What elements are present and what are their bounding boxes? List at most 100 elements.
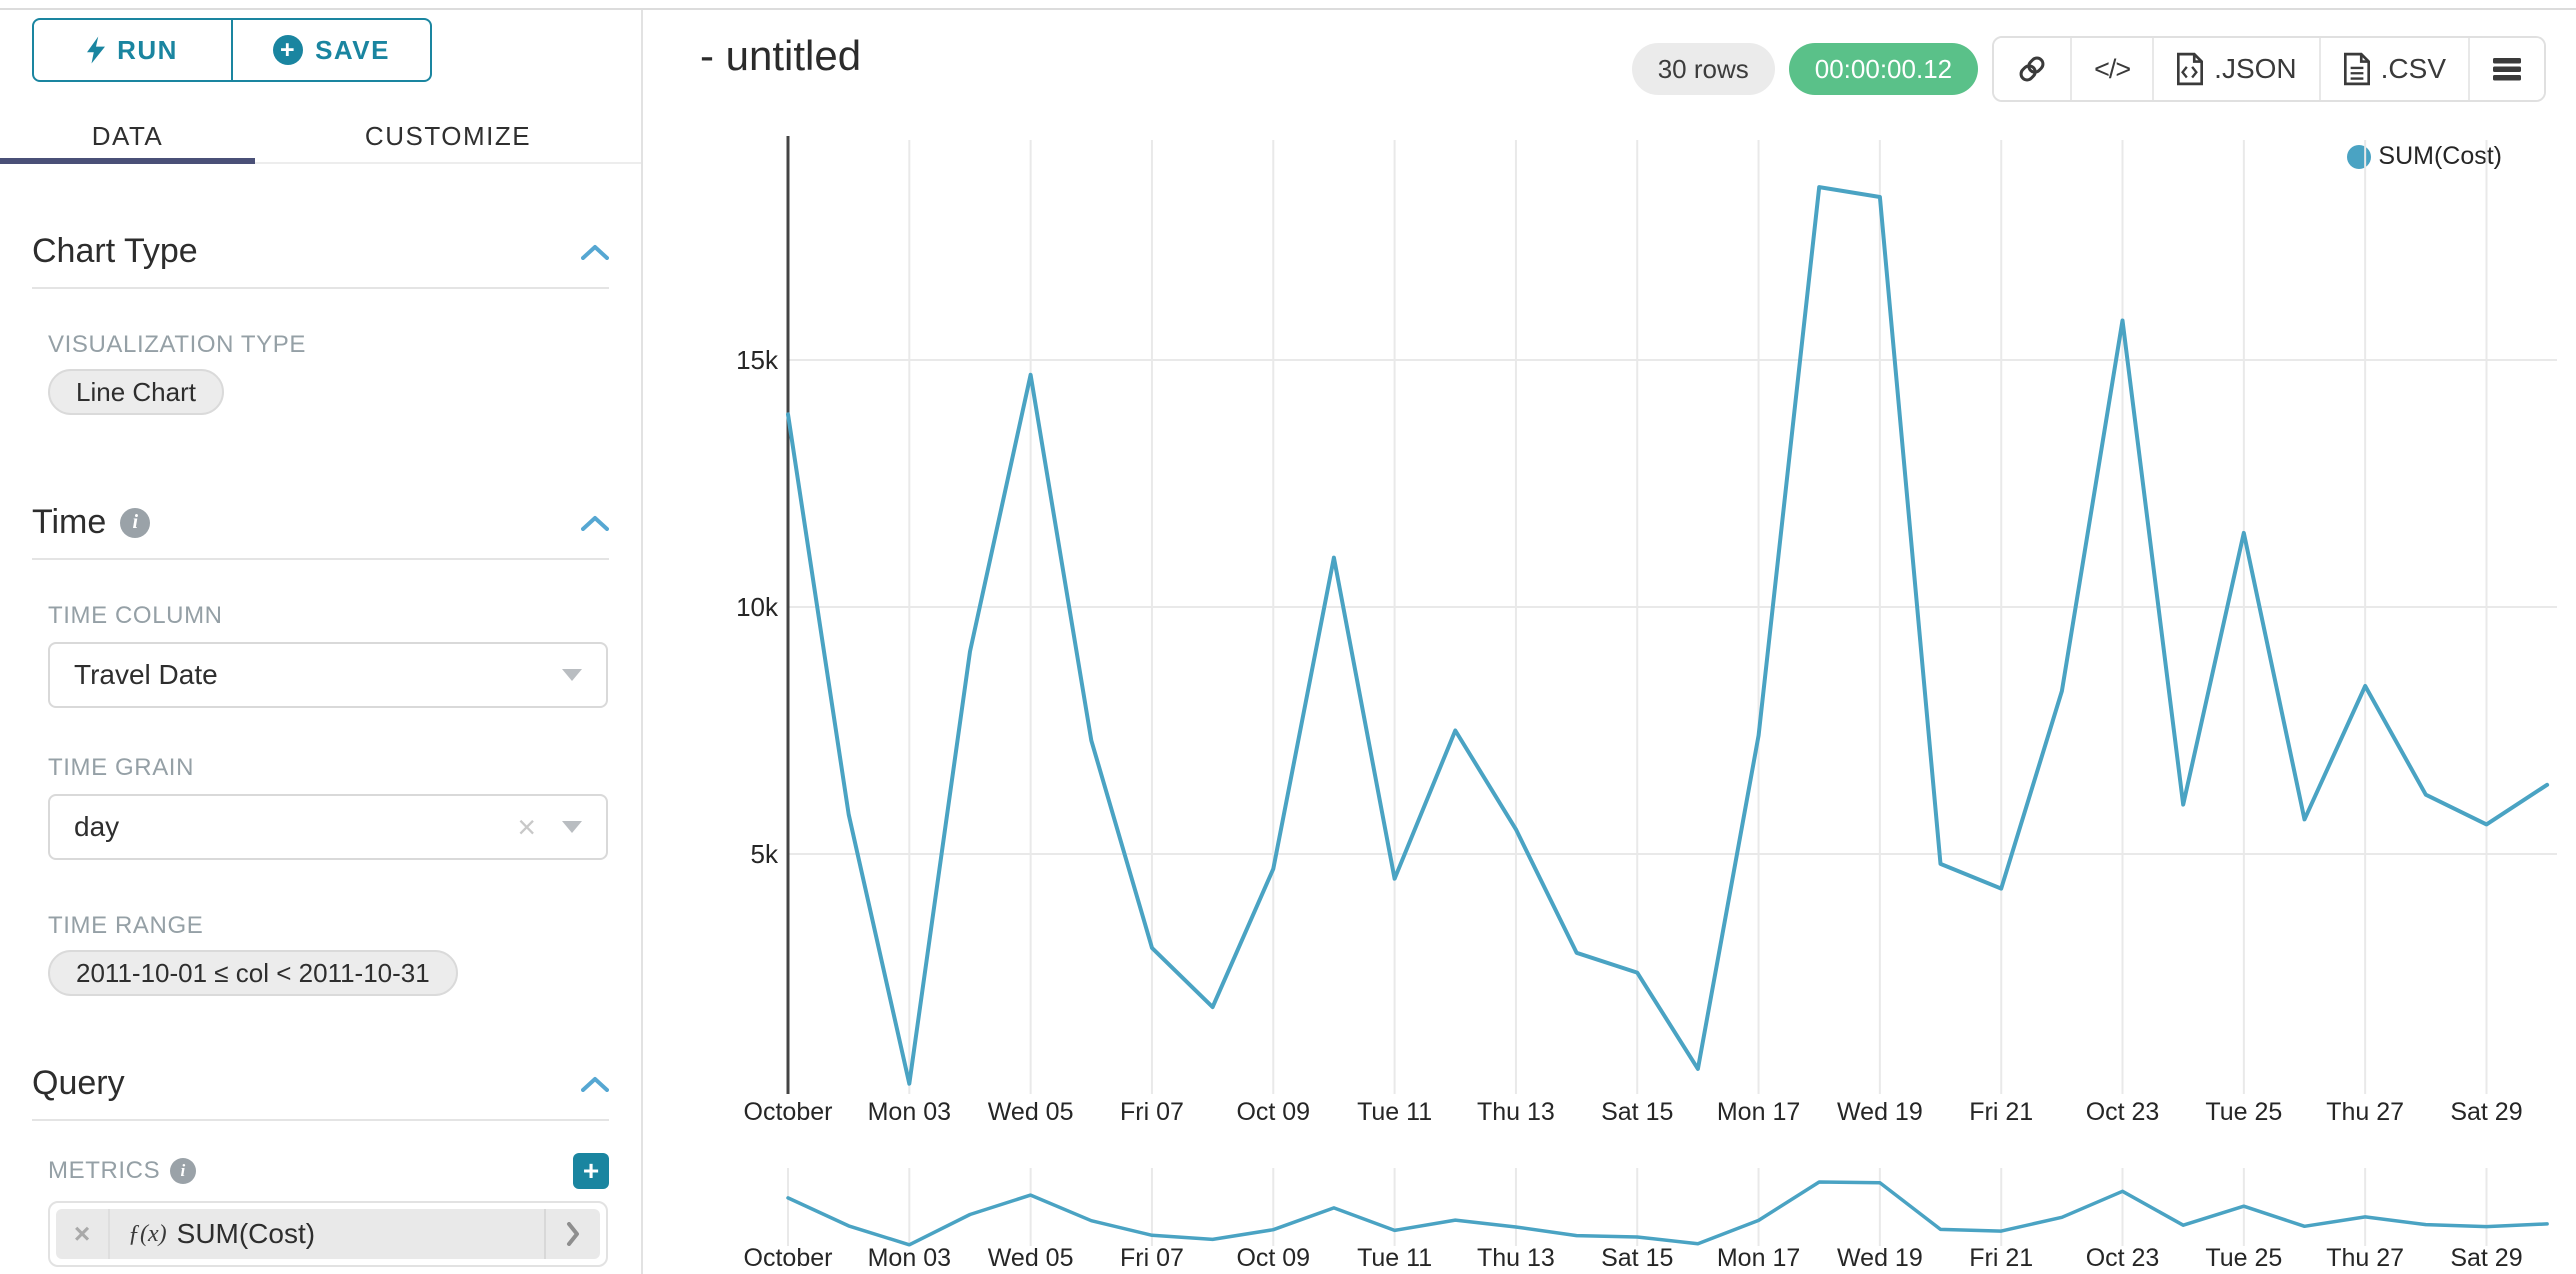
clear-x-icon[interactable]: × (517, 809, 536, 845)
run-button[interactable]: RUN (32, 18, 233, 82)
section-divider (32, 287, 609, 289)
control-panel-sidebar: RUN + SAVE DATA CUSTOMIZE Chart Type VIS… (0, 10, 643, 1274)
run-label: RUN (117, 34, 178, 65)
dropdown-caret-icon (562, 821, 582, 833)
context-tick-label: Sat 29 (2450, 1244, 2522, 1272)
json-file-icon (2177, 52, 2204, 86)
time-range-label: TIME RANGE (48, 912, 204, 939)
add-metric-button[interactable]: + (573, 1153, 609, 1189)
time-column-select[interactable]: Travel Date (48, 642, 608, 708)
export-json-button[interactable]: .JSON (2152, 38, 2319, 100)
remove-metric-x-icon[interactable]: × (56, 1209, 110, 1259)
chevron-up-icon[interactable] (581, 244, 609, 260)
chevron-right-icon[interactable] (544, 1209, 600, 1259)
series-line[interactable] (786, 185, 2550, 1086)
x-tick-label: Wed 19 (1837, 1098, 1923, 1126)
context-tick-label: Fri 21 (1969, 1244, 2033, 1272)
chart-title[interactable]: - untitled (700, 32, 862, 79)
csv-file-icon (2343, 52, 2370, 86)
x-tick-label: Fri 07 (1120, 1098, 1184, 1126)
tab-data[interactable]: DATA (0, 108, 255, 164)
time-column-value: Travel Date (74, 659, 218, 690)
export-button-group: </> .JSON (1992, 36, 2546, 102)
context-tick-label: October (744, 1244, 833, 1272)
context-tick-label: Mon 03 (868, 1244, 951, 1272)
context-brush-line[interactable] (786, 1180, 2549, 1247)
y-tick-label: 10k (736, 592, 779, 622)
context-tick-label: Oct 23 (2086, 1244, 2160, 1272)
chart-header-controls: 30 rows 00:00:00.12 </> (1631, 36, 2546, 102)
metrics-row: METRICS i + (32, 1153, 609, 1189)
chart-menu-button[interactable] (2468, 38, 2544, 100)
legend[interactable]: SUM(Cost) (2347, 142, 2502, 171)
x-tick-label: Tue 11 (1357, 1098, 1432, 1126)
x-tick-label: October (744, 1098, 833, 1126)
context-tick-label: Thu 13 (1477, 1244, 1555, 1272)
time-column-label: TIME COLUMN (48, 602, 223, 629)
line-chart-canvas[interactable]: 5k 10k 15k October October Mon 03 Mon 03 Wed 05… (643, 10, 2576, 1274)
control-sections: Chart Type VISUALIZATION TYPE Line Chart… (32, 232, 609, 1274)
x-tick-label: Thu 27 (2326, 1098, 2404, 1126)
panel-tabs: DATA CUSTOMIZE (0, 108, 641, 164)
viz-type-value-pill[interactable]: Line Chart (48, 369, 224, 415)
y-tick-label: 15k (736, 345, 779, 375)
x-tick-label: Oct 23 (2086, 1098, 2160, 1126)
section-chart-type-title: Chart Type (32, 232, 198, 270)
time-range-value-pill[interactable]: 2011-10-01 ≤ col < 2011-10-31 (48, 950, 458, 996)
tab-customize[interactable]: CUSTOMIZE (255, 108, 641, 164)
save-button[interactable]: + SAVE (233, 18, 432, 82)
code-icon: </> (2094, 53, 2131, 84)
x-tick-label: Sat 15 (1601, 1098, 1673, 1126)
run-bolt-icon (87, 36, 106, 64)
chevron-up-icon[interactable] (581, 515, 609, 531)
metrics-label: METRICS i (48, 1157, 197, 1185)
context-tick-label: Tue 25 (2205, 1244, 2282, 1272)
export-csv-button[interactable]: .CSV (2318, 38, 2468, 100)
action-button-group: RUN + SAVE (32, 18, 432, 82)
x-tick-label: Mon 03 (868, 1098, 951, 1126)
context-tick-label: Wed 05 (988, 1244, 1074, 1272)
legend-label: SUM(Cost) (2378, 142, 2502, 170)
hamburger-icon (2493, 58, 2521, 81)
x-tick-label: Tue 25 (2205, 1098, 2282, 1126)
info-icon[interactable]: i (120, 507, 151, 538)
context-tick-label: Wed 19 (1837, 1244, 1923, 1272)
context-tick-label: Mon 17 (1717, 1244, 1800, 1272)
fx-icon: ƒ(x) (128, 1220, 167, 1247)
section-query-title: Query (32, 1064, 125, 1102)
time-grain-select[interactable]: day × (48, 794, 608, 860)
chart-panel: - untitled 30 rows 00:00:00.12 </> (643, 10, 2576, 1274)
section-query-header: Query (32, 1064, 609, 1103)
viz-type-label: VISUALIZATION TYPE (48, 331, 306, 358)
save-plus-icon: + (273, 35, 304, 65)
context-tick-label: Tue 11 (1357, 1244, 1432, 1272)
embed-code-button[interactable]: </> (2070, 38, 2153, 100)
link-icon (2019, 56, 2045, 82)
section-divider (32, 558, 609, 560)
metric-container[interactable]: × ƒ(x) SUM(Cost) (48, 1201, 608, 1267)
chevron-up-icon[interactable] (581, 1076, 609, 1092)
row-count-badge: 30 rows (1631, 43, 1775, 95)
y-tick-label: 5k (751, 839, 779, 869)
x-tick-label: Sat 29 (2450, 1098, 2522, 1126)
context-tick-label: Thu 27 (2326, 1244, 2404, 1272)
top-divider (0, 8, 2576, 10)
x-tick-label: Wed 05 (988, 1098, 1074, 1126)
dropdown-caret-icon (562, 669, 582, 681)
query-timer-badge: 00:00:00.12 (1788, 43, 1979, 95)
info-icon[interactable]: i (170, 1158, 197, 1184)
x-tick-label: Fri 21 (1969, 1098, 2033, 1126)
context-tick-label: Sat 15 (1601, 1244, 1673, 1272)
context-tick-label: Fri 07 (1120, 1244, 1184, 1272)
metric-pill[interactable]: × ƒ(x) SUM(Cost) (56, 1209, 600, 1259)
section-time-title: Time (32, 503, 107, 541)
section-chart-type-header: Chart Type (32, 232, 609, 271)
share-link-button[interactable] (1994, 38, 2071, 100)
legend-dot (2347, 144, 2372, 169)
section-divider (32, 1119, 609, 1121)
time-grain-label: TIME GRAIN (48, 754, 195, 781)
x-tick-label: Thu 13 (1477, 1098, 1555, 1126)
save-label: SAVE (315, 34, 390, 65)
section-time-header: Time i (32, 503, 609, 542)
